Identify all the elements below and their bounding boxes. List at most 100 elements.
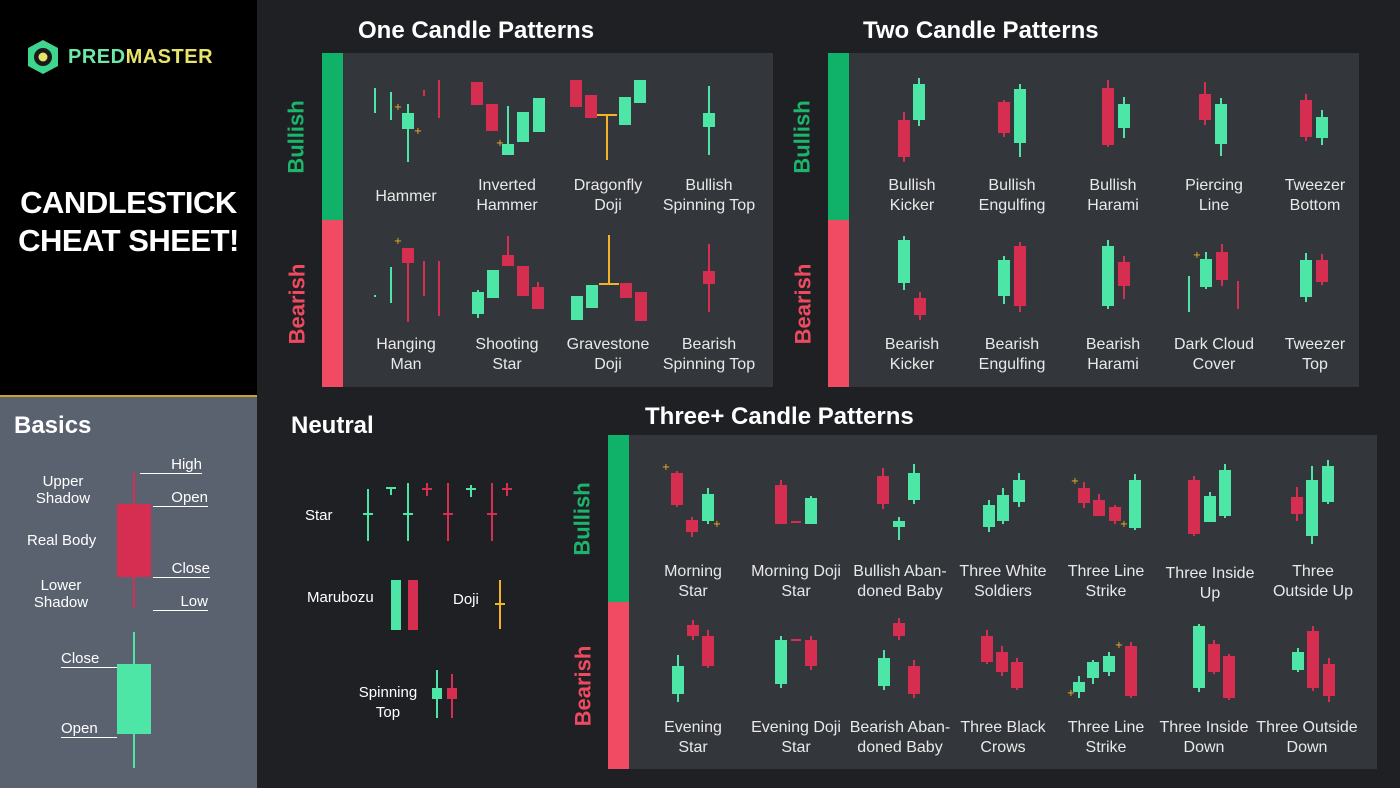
candle-30 xyxy=(571,296,583,320)
label-three-outside-up: Three Outside Up xyxy=(1272,563,1354,600)
label-dark-cloud-cover: Dark Cloud Cover xyxy=(1173,336,1255,373)
candle-99 xyxy=(1322,460,1334,504)
candle-2 xyxy=(402,104,414,162)
candle-101 xyxy=(687,620,699,640)
candle-39 xyxy=(1014,84,1026,157)
brand-name-part2: MASTER xyxy=(125,45,214,68)
candle-69 xyxy=(495,580,505,629)
candle-103 xyxy=(775,636,787,688)
label-close-bull: Close xyxy=(61,650,117,668)
candle-41 xyxy=(1118,97,1130,138)
label-marubozu: Marubozu xyxy=(307,589,374,606)
label-bullish-engulfing: Bullish Engulfing xyxy=(978,177,1046,214)
candle-113 xyxy=(1087,660,1099,684)
candle-85 xyxy=(983,500,995,532)
label-morning-doji-star: Morning Doji Star xyxy=(751,563,841,600)
candle-11 xyxy=(533,98,545,132)
candle-104 xyxy=(791,639,801,641)
label-star: Star xyxy=(305,507,333,524)
candle-49 xyxy=(1014,242,1026,312)
candle-118 xyxy=(1193,624,1205,692)
label-bearish-harami: Bearish Harami xyxy=(1085,336,1141,373)
candle-88 xyxy=(1078,482,1090,508)
sparkle-56: + xyxy=(1193,250,1201,261)
two-bullish-bar xyxy=(828,53,849,220)
candle-9 xyxy=(502,106,514,155)
sparkle-116: + xyxy=(1067,688,1075,699)
candle-64 xyxy=(466,485,476,497)
candle-66 xyxy=(502,483,512,496)
candle-58 xyxy=(1316,254,1328,285)
candle-23 xyxy=(438,261,440,316)
candle-68 xyxy=(408,580,418,630)
three-bearish-bar xyxy=(608,602,629,769)
candle-25 xyxy=(472,290,484,318)
label-evening-doji-star: Evening Doji Star xyxy=(751,719,841,756)
label-bearish-abandoned-baby: Bearish Aban-doned Baby xyxy=(849,719,951,756)
candle-21 xyxy=(402,248,414,322)
candle-111 xyxy=(1011,658,1023,690)
page-title-line2: CHEAT SHEET! xyxy=(18,223,239,258)
candle-14 xyxy=(585,95,597,118)
label-three-line-strike-bull: Three Line Strike xyxy=(1067,563,1145,600)
candle-48 xyxy=(998,256,1010,304)
candle-59 xyxy=(363,489,373,541)
candle-46 xyxy=(898,236,910,290)
sparkle-5: + xyxy=(394,102,402,113)
candle-84 xyxy=(908,464,920,504)
candle-52 xyxy=(1188,276,1190,312)
candle-7 xyxy=(471,82,483,105)
label-shooting-star: Shooting Star xyxy=(475,336,539,373)
candle-112 xyxy=(1073,676,1085,698)
candle-32 xyxy=(599,235,619,285)
candle-121 xyxy=(1292,648,1304,672)
sparkle-78: + xyxy=(713,519,721,530)
candle-43 xyxy=(1215,98,1227,156)
three-candle-panel xyxy=(608,435,1377,769)
candle-35 xyxy=(703,244,715,312)
candle-83 xyxy=(893,517,905,540)
label-bullish-kicker: Bullish Kicker xyxy=(888,177,936,214)
label-doji: Doji xyxy=(453,591,479,608)
label-tweezer-top: Tweezer Top xyxy=(1284,336,1346,373)
candle-123 xyxy=(1323,658,1335,702)
candle-10 xyxy=(517,112,529,142)
label-open: Open xyxy=(153,489,208,507)
candle-60 xyxy=(386,487,396,495)
sparkle-93: + xyxy=(1120,519,1128,530)
three-bullish-bar xyxy=(608,435,629,602)
label-inverted-hammer: Inverted Hammer xyxy=(476,177,538,214)
page-title-line1: CANDLESTICK xyxy=(20,185,237,220)
label-upper-shadow: Upper Shadow xyxy=(35,473,91,507)
candle-96 xyxy=(1219,464,1231,518)
candle-76 xyxy=(702,488,714,524)
brand-logo: PREDMASTER xyxy=(24,38,213,76)
sparkle-117: + xyxy=(1115,640,1123,651)
candle-3 xyxy=(423,90,425,96)
candle-40 xyxy=(1102,80,1114,147)
candle-80 xyxy=(791,521,801,523)
candle-75 xyxy=(686,517,698,537)
label-morning-star: Morning Star xyxy=(664,563,722,600)
sparkle-77: + xyxy=(662,462,670,473)
label-lower-shadow: Lower Shadow xyxy=(33,577,89,611)
one-candle-panel xyxy=(322,53,773,387)
candle-74 xyxy=(671,471,683,507)
label-bearish-kicker: Bearish Kicker xyxy=(884,336,940,373)
label-bearish-spinning-top: Bearish Spinning Top xyxy=(662,336,756,373)
candle-62 xyxy=(422,483,432,496)
label-high: High xyxy=(140,456,202,474)
candle-36 xyxy=(898,112,910,162)
candle-100 xyxy=(672,655,684,702)
candle-67 xyxy=(391,580,401,630)
candle-97 xyxy=(1291,487,1303,521)
candle-50 xyxy=(1102,240,1114,309)
label-evening-star: Evening Star xyxy=(664,719,722,756)
candle-44 xyxy=(1300,94,1312,141)
candle-115 xyxy=(1125,642,1137,698)
candle-122 xyxy=(1307,626,1319,691)
label-hammer: Hammer xyxy=(375,188,437,205)
candle-81 xyxy=(805,496,817,524)
label-bearish-engulfing: Bearish Engulfing xyxy=(978,336,1046,373)
